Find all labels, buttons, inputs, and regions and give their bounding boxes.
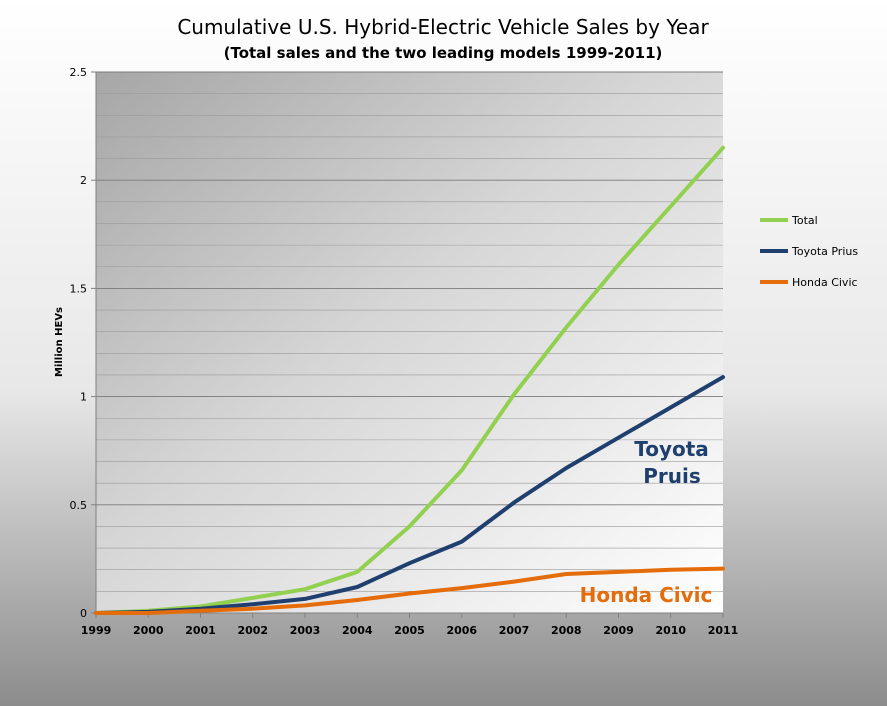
series-line-total bbox=[94, 145, 725, 615]
series-group bbox=[94, 145, 725, 615]
annotation-toyota-line-2: Pruis bbox=[643, 464, 701, 488]
x-tick-label: 2006 bbox=[446, 624, 477, 637]
legend-label-total: Total bbox=[791, 214, 818, 227]
y-tick-label: 0.5 bbox=[70, 499, 88, 512]
series-line-toyota-prius bbox=[94, 375, 725, 615]
annotation-toyota-line-1: Toyota bbox=[634, 437, 709, 461]
plot-area bbox=[96, 72, 723, 613]
x-tick-label: 2000 bbox=[133, 624, 164, 637]
x-tick-label: 1999 bbox=[81, 624, 112, 637]
series-line-honda-civic bbox=[94, 566, 725, 615]
y-tick-label: 1.5 bbox=[70, 282, 88, 295]
x-tick-label: 2005 bbox=[394, 624, 425, 637]
y-tick-label: 0 bbox=[80, 607, 87, 620]
legend-label-toyota-prius: Toyota Prius bbox=[791, 245, 858, 258]
x-tick-label: 2008 bbox=[551, 624, 582, 637]
x-tick-label: 2007 bbox=[499, 624, 530, 637]
y-tick-label: 2 bbox=[80, 174, 87, 187]
chart-title: Cumulative U.S. Hybrid-Electric Vehicle … bbox=[177, 15, 709, 39]
x-tick-label: 2011 bbox=[708, 624, 739, 637]
legend-label-honda-civic: Honda Civic bbox=[792, 276, 858, 289]
y-tick-label: 2.5 bbox=[70, 66, 88, 79]
y-axis-label: Million HEVs bbox=[54, 307, 65, 377]
x-tick-label: 2009 bbox=[603, 624, 634, 637]
axes: 0 0.5 1 1.5 2 2.5 1999 2000 2001 2002 2003 2004 2005… bbox=[70, 66, 739, 637]
gridlines bbox=[96, 71, 723, 592]
x-tick-label: 2001 bbox=[185, 624, 216, 637]
y-tick-label: 1 bbox=[80, 391, 87, 404]
x-tick-label: 2010 bbox=[655, 624, 686, 637]
x-tick-label: 2003 bbox=[290, 624, 321, 637]
annotation-honda-civic: Honda Civic bbox=[580, 583, 713, 607]
x-tick-label: 2004 bbox=[342, 624, 373, 637]
annotation-toyota-pruis: Toyota Pruis bbox=[634, 437, 716, 488]
legend: Total Toyota Prius Honda Civic bbox=[760, 214, 858, 289]
x-tick-label: 2002 bbox=[237, 624, 268, 637]
chart-subtitle: (Total sales and the two leading models … bbox=[224, 44, 663, 62]
